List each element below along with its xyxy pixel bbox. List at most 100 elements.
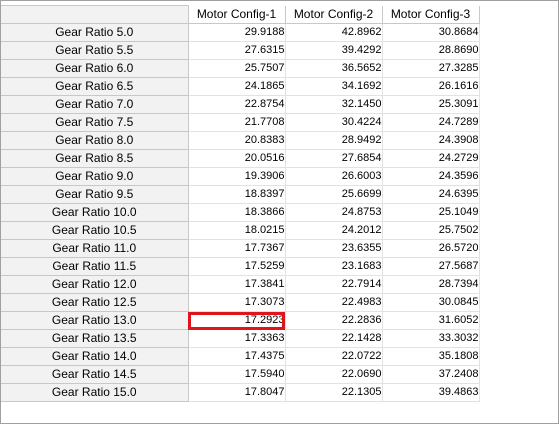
table-cell[interactable]: 36.5652 xyxy=(285,59,383,78)
row-header[interactable]: Gear Ratio 15.0 xyxy=(1,383,189,402)
row-header[interactable]: Gear Ratio 14.0 xyxy=(1,347,189,366)
table-cell[interactable]: 17.8047 xyxy=(188,383,286,402)
table-cell[interactable]: 25.3091 xyxy=(382,95,480,114)
table-cell[interactable]: 21.7708 xyxy=(188,113,286,132)
table-cell[interactable]: 20.8383 xyxy=(188,131,286,150)
row-header[interactable]: Gear Ratio 7.0 xyxy=(1,95,189,114)
table-cell[interactable]: 30.4224 xyxy=(285,113,383,132)
row-header[interactable]: Gear Ratio 7.5 xyxy=(1,113,189,132)
table-cell[interactable]: 28.7394 xyxy=(382,275,480,294)
table-row: Gear Ratio 9.0 19.3906 26.6003 24.3596 xyxy=(1,167,480,186)
row-header[interactable]: Gear Ratio 9.5 xyxy=(1,185,189,204)
row-header[interactable]: Gear Ratio 5.0 xyxy=(1,23,189,42)
row-header[interactable]: Gear Ratio 11.5 xyxy=(1,257,189,276)
row-header[interactable]: Gear Ratio 5.5 xyxy=(1,41,189,60)
table-cell[interactable]: 24.3596 xyxy=(382,167,480,186)
row-header[interactable]: Gear Ratio 10.5 xyxy=(1,221,189,240)
table-cell[interactable]: 32.1450 xyxy=(285,95,383,114)
table-cell[interactable]: 24.1865 xyxy=(188,77,286,96)
row-header[interactable]: Gear Ratio 9.0 xyxy=(1,167,189,186)
table-cell[interactable]: 26.5720 xyxy=(382,239,480,258)
table-cell[interactable]: 24.3908 xyxy=(382,131,480,150)
corner-header[interactable] xyxy=(1,5,189,24)
row-header[interactable]: Gear Ratio 13.0 xyxy=(1,311,189,330)
row-header[interactable]: Gear Ratio 10.0 xyxy=(1,203,189,222)
table-cell[interactable]: 18.3866 xyxy=(188,203,286,222)
table-cell[interactable]: 25.7507 xyxy=(188,59,286,78)
table-cell[interactable]: 22.0722 xyxy=(285,347,383,366)
column-header-motor-config-1[interactable]: Motor Config-1 xyxy=(188,5,286,24)
table-cell[interactable]: 25.6699 xyxy=(285,185,383,204)
column-header-motor-config-3[interactable]: Motor Config-3 xyxy=(382,5,480,24)
table-cell[interactable]: 28.8690 xyxy=(382,41,480,60)
table-cell[interactable]: 27.5687 xyxy=(382,257,480,276)
row-header[interactable]: Gear Ratio 8.0 xyxy=(1,131,189,150)
row-header[interactable]: Gear Ratio 8.5 xyxy=(1,149,189,168)
table-cell[interactable]: 22.1305 xyxy=(285,383,383,402)
table-cell[interactable]: 42.8962 xyxy=(285,23,383,42)
table-cell[interactable]: 17.3841 xyxy=(188,275,286,294)
table-row: Gear Ratio 5.0 29.9188 42.8962 30.8684 xyxy=(1,23,480,42)
table-cell[interactable]: 34.1692 xyxy=(285,77,383,96)
row-header[interactable]: Gear Ratio 13.5 xyxy=(1,329,189,348)
data-grid: Motor Config-1 Motor Config-2 Motor Conf… xyxy=(1,5,480,402)
table-cell[interactable]: 22.2836 xyxy=(285,311,383,330)
table-cell[interactable]: 17.4375 xyxy=(188,347,286,366)
row-header[interactable]: Gear Ratio 14.5 xyxy=(1,365,189,384)
table-cell[interactable]: 22.7914 xyxy=(285,275,383,294)
table-cell[interactable]: 30.8684 xyxy=(382,23,480,42)
table-cell[interactable]: 24.2012 xyxy=(285,221,383,240)
table-cell[interactable]: 26.6003 xyxy=(285,167,383,186)
table-cell[interactable]: 24.7289 xyxy=(382,113,480,132)
row-header[interactable]: Gear Ratio 6.5 xyxy=(1,77,189,96)
table-cell[interactable]: 19.3906 xyxy=(188,167,286,186)
table-cell[interactable]: 24.2729 xyxy=(382,149,480,168)
table-cell[interactable]: 39.4292 xyxy=(285,41,383,60)
table-cell[interactable]: 22.4983 xyxy=(285,293,383,312)
table-cell[interactable]: 22.0690 xyxy=(285,365,383,384)
table-cell[interactable]: 27.6854 xyxy=(285,149,383,168)
table-row: Gear Ratio 14.0 17.4375 22.0722 35.1808 xyxy=(1,347,480,366)
highlighted-cell[interactable]: 17.2923 xyxy=(188,311,286,330)
table-cell[interactable]: 33.3032 xyxy=(382,329,480,348)
row-header[interactable]: Gear Ratio 6.0 xyxy=(1,59,189,78)
table-cell[interactable]: 17.5940 xyxy=(188,365,286,384)
table-row: Gear Ratio 11.5 17.5259 23.1683 27.5687 xyxy=(1,257,480,276)
table-cell[interactable]: 17.5259 xyxy=(188,257,286,276)
table-cell[interactable]: 28.9492 xyxy=(285,131,383,150)
table-cell[interactable]: 17.3073 xyxy=(188,293,286,312)
table-row: Gear Ratio 12.5 17.3073 22.4983 30.0845 xyxy=(1,293,480,312)
table-cell[interactable]: 18.8397 xyxy=(188,185,286,204)
row-header[interactable]: Gear Ratio 12.5 xyxy=(1,293,189,312)
table-row: Gear Ratio 7.0 22.8754 32.1450 25.3091 xyxy=(1,95,480,114)
table-cell[interactable]: 25.1049 xyxy=(382,203,480,222)
table-cell[interactable]: 35.1808 xyxy=(382,347,480,366)
table-cell[interactable]: 23.1683 xyxy=(285,257,383,276)
table-cell[interactable]: 27.3285 xyxy=(382,59,480,78)
grid-body: Gear Ratio 5.0 29.9188 42.8962 30.8684 Gear … xyxy=(1,23,480,402)
table-cell[interactable]: 25.7502 xyxy=(382,221,480,240)
table-row: Gear Ratio 5.5 27.6315 39.4292 28.8690 xyxy=(1,41,480,60)
row-header[interactable]: Gear Ratio 11.0 xyxy=(1,239,189,258)
table-cell[interactable]: 22.8754 xyxy=(188,95,286,114)
table-cell[interactable]: 17.3363 xyxy=(188,329,286,348)
table-cell[interactable]: 18.0215 xyxy=(188,221,286,240)
table-cell[interactable]: 24.6395 xyxy=(382,185,480,204)
table-cell[interactable]: 37.2408 xyxy=(382,365,480,384)
column-header-motor-config-2[interactable]: Motor Config-2 xyxy=(285,5,383,24)
table-cell[interactable]: 27.6315 xyxy=(188,41,286,60)
table-cell[interactable]: 20.0516 xyxy=(188,149,286,168)
table-cell[interactable]: 39.4863 xyxy=(382,383,480,402)
row-header[interactable]: Gear Ratio 12.0 xyxy=(1,275,189,294)
table-cell[interactable]: 26.1616 xyxy=(382,77,480,96)
table-cell[interactable]: 30.0845 xyxy=(382,293,480,312)
table-cell[interactable]: 23.6355 xyxy=(285,239,383,258)
table-row: Gear Ratio 6.5 24.1865 34.1692 26.1616 xyxy=(1,77,480,96)
table-row: Gear Ratio 11.0 17.7367 23.6355 26.5720 xyxy=(1,239,480,258)
table-cell[interactable]: 29.9188 xyxy=(188,23,286,42)
table-cell[interactable]: 17.7367 xyxy=(188,239,286,258)
table-cell[interactable]: 22.1428 xyxy=(285,329,383,348)
table-cell[interactable]: 31.6052 xyxy=(382,311,480,330)
table-cell[interactable]: 24.8753 xyxy=(285,203,383,222)
